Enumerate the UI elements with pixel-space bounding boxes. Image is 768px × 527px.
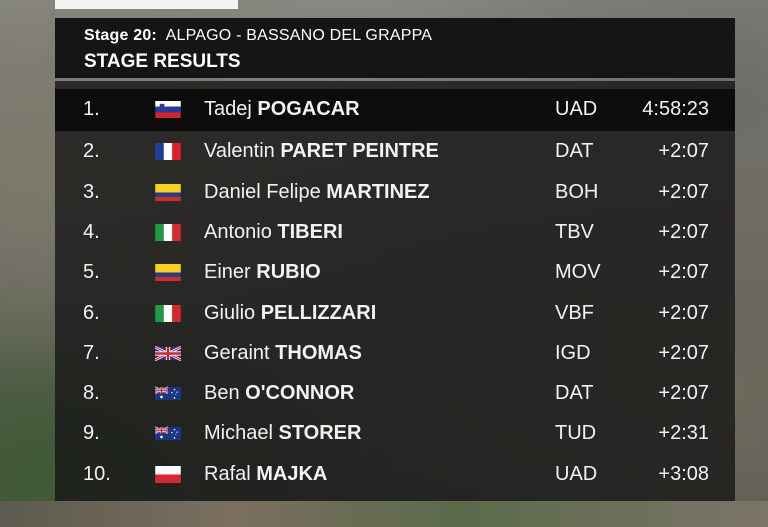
finish-time: +2:07 [658, 382, 709, 404]
rank-position: 10. [83, 463, 111, 485]
team-code: DAT [555, 382, 594, 404]
rank-position: 3. [83, 181, 100, 203]
rank-position: 5. [83, 261, 100, 283]
rider-first-name: Michael [204, 422, 273, 444]
rider-name: Rafal MAJKA [204, 463, 327, 486]
australia-flag [155, 385, 181, 402]
background-scenery [0, 501, 768, 527]
slovenia-flag [155, 101, 181, 118]
result-row: 5. Einer RUBIO MOV +2:07 [55, 252, 735, 292]
rank-position: 4. [83, 221, 100, 243]
colombia-flag [155, 184, 181, 201]
rider-name: Daniel Felipe MARTINEZ [204, 181, 430, 204]
rank-position: 7. [83, 342, 100, 364]
finish-time: +2:07 [658, 140, 709, 162]
rider-last-name: PARET PEINTRE [280, 140, 439, 162]
result-row: 8. Ben O'CONNOR DAT +2:07 [55, 373, 735, 413]
team-code: TUD [555, 422, 597, 444]
rider-first-name: Rafal [204, 463, 251, 485]
result-row: 7. Geraint THOMAS IGD +2:07 [55, 333, 735, 373]
rider-first-name: Geraint [204, 342, 270, 364]
france-flag [155, 143, 181, 160]
finish-time: +3:08 [658, 463, 709, 485]
rider-last-name: MAJKA [256, 463, 328, 485]
stage-route: ALPAGO - BASSANO DEL GRAPPA [165, 27, 433, 44]
team-code: DAT [555, 140, 594, 162]
team-code: MOV [555, 261, 601, 283]
team-code: BOH [555, 181, 599, 203]
team-code: UAD [555, 463, 598, 485]
finish-time: +2:07 [658, 221, 709, 243]
finish-time: +2:07 [658, 342, 709, 364]
rider-name: Einer RUBIO [204, 261, 321, 284]
result-row: 3. Daniel Felipe MARTINEZ BOH +2:07 [55, 172, 735, 212]
rank-position: 2. [83, 140, 100, 162]
rider-name: Michael STORER [204, 422, 361, 445]
finish-time: +2:31 [658, 422, 709, 444]
rider-first-name: Giulio [204, 302, 256, 324]
rider-first-name: Valentin [204, 140, 275, 162]
rider-last-name: MARTINEZ [326, 181, 430, 203]
colombia-flag [155, 264, 181, 281]
stage-line: Stage 20: ALPAGO - BASSANO DEL GRAPPA [84, 27, 432, 45]
rider-name: Ben O'CONNOR [204, 382, 354, 405]
finish-time: +2:07 [658, 261, 709, 283]
rider-last-name: O'CONNOR [245, 382, 355, 404]
stage-number: Stage 20: [84, 27, 157, 44]
result-row: 1. Tadej POGACAR UAD 4:58:23 [55, 89, 735, 131]
rank-position: 1. [83, 98, 100, 120]
rank-position: 6. [83, 302, 100, 324]
result-row: 10. Rafal MAJKA UAD +3:08 [55, 454, 735, 494]
rider-name: Tadej POGACAR [204, 98, 360, 121]
rider-first-name: Tadej [204, 98, 252, 120]
team-code: TBV [555, 221, 594, 243]
finish-time: +2:07 [658, 302, 709, 324]
results-title: STAGE RESULTS [84, 51, 241, 72]
italy-flag [155, 224, 181, 241]
result-row: 4. Antonio TIBERI TBV +2:07 [55, 212, 735, 252]
result-row: 2. Valentin PARET PEINTRE DAT +2:07 [55, 131, 735, 171]
australia-flag [155, 425, 181, 442]
uk-flag [155, 345, 181, 362]
finish-time: 4:58:23 [642, 98, 709, 120]
rider-name: Antonio TIBERI [204, 221, 343, 244]
rider-name: Valentin PARET PEINTRE [204, 140, 439, 163]
rider-last-name: PELLIZZARI [260, 302, 377, 324]
results-table: 1. Tadej POGACAR UAD 4:58:23 2. Valentin PARE… [55, 81, 735, 501]
rider-name: Geraint THOMAS [204, 342, 362, 365]
results-header: Stage 20: ALPAGO - BASSANO DEL GRAPPA ST… [55, 18, 735, 78]
team-code: VBF [555, 302, 594, 324]
rider-name: Giulio PELLIZZARI [204, 302, 376, 325]
rider-last-name: POGACAR [257, 98, 360, 120]
rider-last-name: THOMAS [275, 342, 362, 364]
rank-position: 9. [83, 422, 100, 444]
rider-first-name: Daniel Felipe [204, 181, 321, 203]
result-row: 6. Giulio PELLIZZARI VBF +2:07 [55, 293, 735, 333]
top-bar [55, 0, 238, 9]
rider-first-name: Antonio [204, 221, 272, 243]
finish-time: +2:07 [658, 181, 709, 203]
rider-last-name: STORER [278, 422, 362, 444]
italy-flag [155, 305, 181, 322]
rider-first-name: Einer [204, 261, 251, 283]
rider-first-name: Ben [204, 382, 240, 404]
poland-flag [155, 466, 181, 483]
rank-position: 8. [83, 382, 100, 404]
team-code: IGD [555, 342, 591, 364]
rider-last-name: RUBIO [256, 261, 321, 283]
result-row: 9. Michael STORER TUD +2:31 [55, 413, 735, 453]
rider-last-name: TIBERI [277, 221, 343, 243]
team-code: UAD [555, 98, 598, 120]
